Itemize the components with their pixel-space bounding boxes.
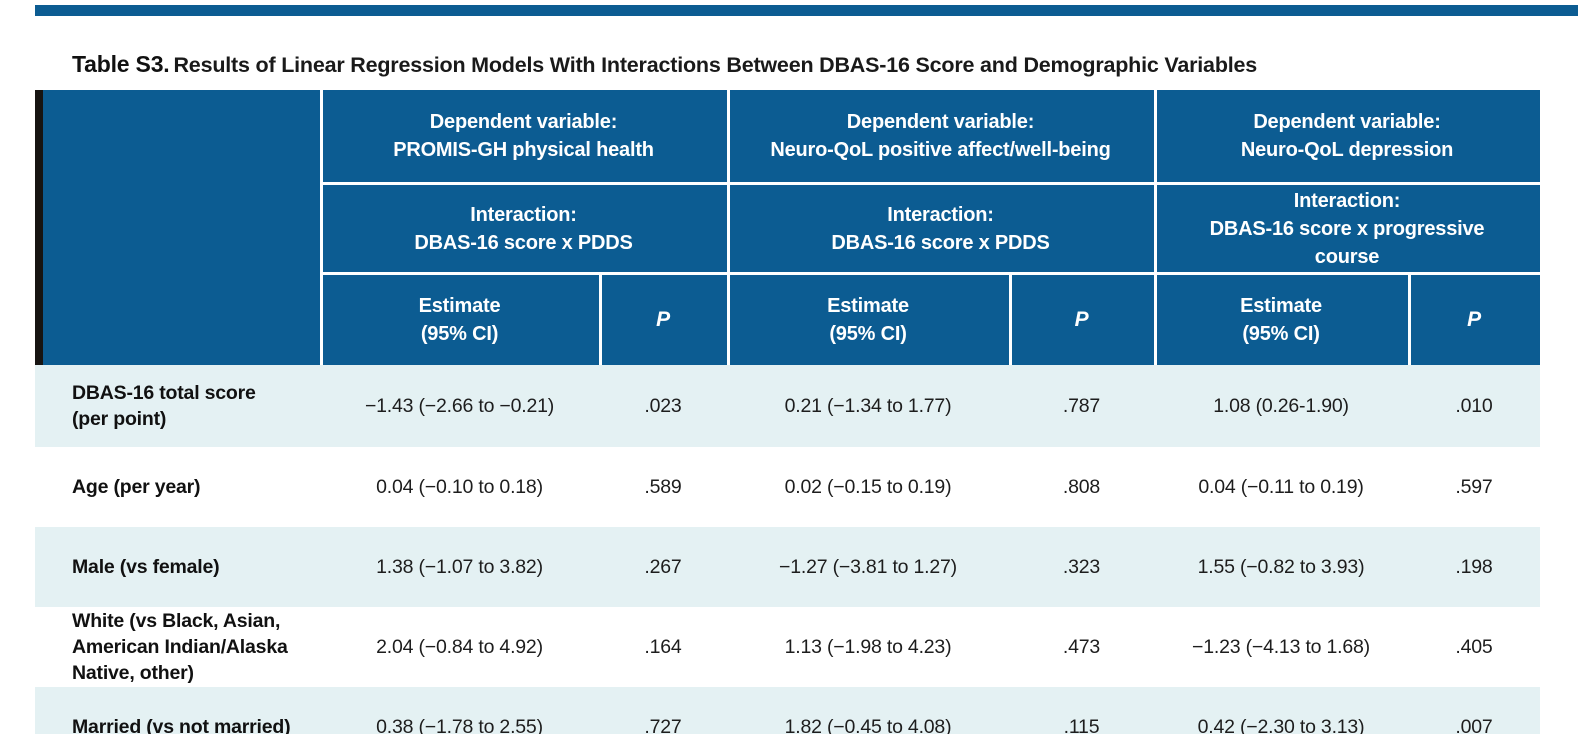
divider — [1408, 275, 1411, 365]
estimate-cell: 1.82 (−0.45 to 4.08) — [784, 715, 952, 734]
estimate-header-g3: Estimate (95% CI) — [1240, 295, 1322, 345]
p-value-cell: .405 — [1455, 635, 1493, 658]
p-value-cell: .115 — [1063, 715, 1100, 734]
estimate-cell: 0.04 (−0.10 to 0.18) — [376, 475, 543, 498]
divider — [599, 275, 602, 365]
p-header-g3: P — [1467, 308, 1481, 331]
row-label: Married (vs not married) — [72, 716, 291, 734]
estimate-cell: 2.04 (−0.84 to 4.92) — [376, 635, 543, 658]
interaction-header-g1: Interaction: DBAS-16 score x PDDS — [414, 203, 633, 254]
table-header: Dependent variable: PROMIS-GH physical h… — [35, 90, 1540, 365]
p-value-cell: .808 — [1062, 475, 1101, 498]
divider — [1154, 90, 1157, 365]
estimate-cell: 0.02 (−0.15 to 0.19) — [784, 475, 952, 498]
row-label: Male (vs female) — [72, 556, 220, 578]
p-value-cell: .010 — [1455, 394, 1493, 417]
estimate-cell: 0.38 (−1.78 to 2.55) — [376, 715, 543, 734]
p-value-cell: .473 — [1062, 635, 1101, 658]
estimate-header-g1: Estimate (95% CI) — [418, 295, 501, 345]
table-title-label: Table S3. — [72, 51, 170, 77]
p-value-cell: .164 — [644, 635, 682, 658]
divider — [320, 182, 1540, 185]
estimate-cell: 1.38 (−1.07 to 3.82) — [376, 555, 543, 578]
table-row: Married (vs not married) 0.38 (−1.78 to … — [35, 687, 1540, 734]
row-label: Age (per year) — [72, 476, 201, 498]
p-value-cell: .007 — [1455, 715, 1493, 734]
estimate-cell: 1.55 (−0.82 to 3.93) — [1197, 555, 1365, 578]
table-row: Male (vs female) 1.38 (−1.07 to 3.82) .2… — [35, 527, 1540, 607]
divider — [727, 90, 730, 365]
estimate-header-g2: Estimate (95% CI) — [827, 295, 909, 345]
table-row: Age (per year) 0.04 (−0.10 to 0.18) .589… — [35, 447, 1540, 527]
estimate-cell: −1.23 (−4.13 to 1.68) — [1192, 635, 1370, 658]
estimate-cell: 0.42 (−2.30 to 3.13) — [1197, 715, 1365, 734]
row-label: DBAS-16 total score (per point) — [72, 382, 256, 430]
estimate-cell: 1.13 (−1.98 to 4.23) — [784, 635, 952, 658]
row-label: White (vs Black, Asian, American Indian/… — [72, 610, 288, 684]
top-accent-bar — [35, 5, 1578, 16]
header-left-accent — [35, 90, 43, 365]
p-value-cell: .727 — [644, 715, 682, 734]
p-value-cell: .787 — [1062, 394, 1101, 417]
interaction-header-g3: Interaction: DBAS-16 score x progressive… — [1209, 189, 1485, 268]
estimate-cell: 1.08 (0.26-1.90) — [1213, 394, 1349, 417]
estimate-cell: 0.21 (−1.34 to 1.77) — [784, 394, 952, 417]
p-header-g1: P — [656, 308, 670, 331]
dependent-variable-header-g1: Dependent variable: PROMIS-GH physical h… — [393, 111, 654, 161]
estimate-cell: −1.43 (−2.66 to −0.21) — [364, 394, 555, 417]
table-row: DBAS-16 total score (per point) −1.43 (−… — [35, 365, 1540, 447]
p-value-cell: .198 — [1455, 555, 1493, 578]
table-title: Table S3. Results of Linear Regression Mo… — [72, 51, 1532, 78]
estimate-cell: −1.27 (−3.81 to 1.27) — [779, 555, 957, 578]
p-header-g2: P — [1074, 308, 1089, 331]
header-stub-cell — [35, 90, 320, 365]
p-value-cell: .597 — [1455, 475, 1493, 498]
p-value-cell: .323 — [1062, 555, 1101, 578]
divider — [320, 90, 323, 365]
table-title-text: Results of Linear Regression Models With… — [173, 53, 1258, 77]
divider — [320, 272, 1540, 275]
table-row: White (vs Black, Asian, American Indian/… — [35, 607, 1540, 687]
p-value-cell: .589 — [644, 475, 682, 498]
dependent-variable-header-g3: Dependent variable: Neuro-QoL depression — [1240, 111, 1454, 161]
divider — [1009, 275, 1012, 365]
dependent-variable-header-g2: Dependent variable: Neuro-QoL positive a… — [770, 111, 1111, 161]
estimate-cell: 0.04 (−0.11 to 0.19) — [1198, 475, 1364, 498]
p-value-cell: .267 — [644, 555, 682, 578]
interaction-header-g2: Interaction: DBAS-16 score x PDDS — [831, 203, 1050, 254]
p-value-cell: .023 — [644, 394, 682, 417]
